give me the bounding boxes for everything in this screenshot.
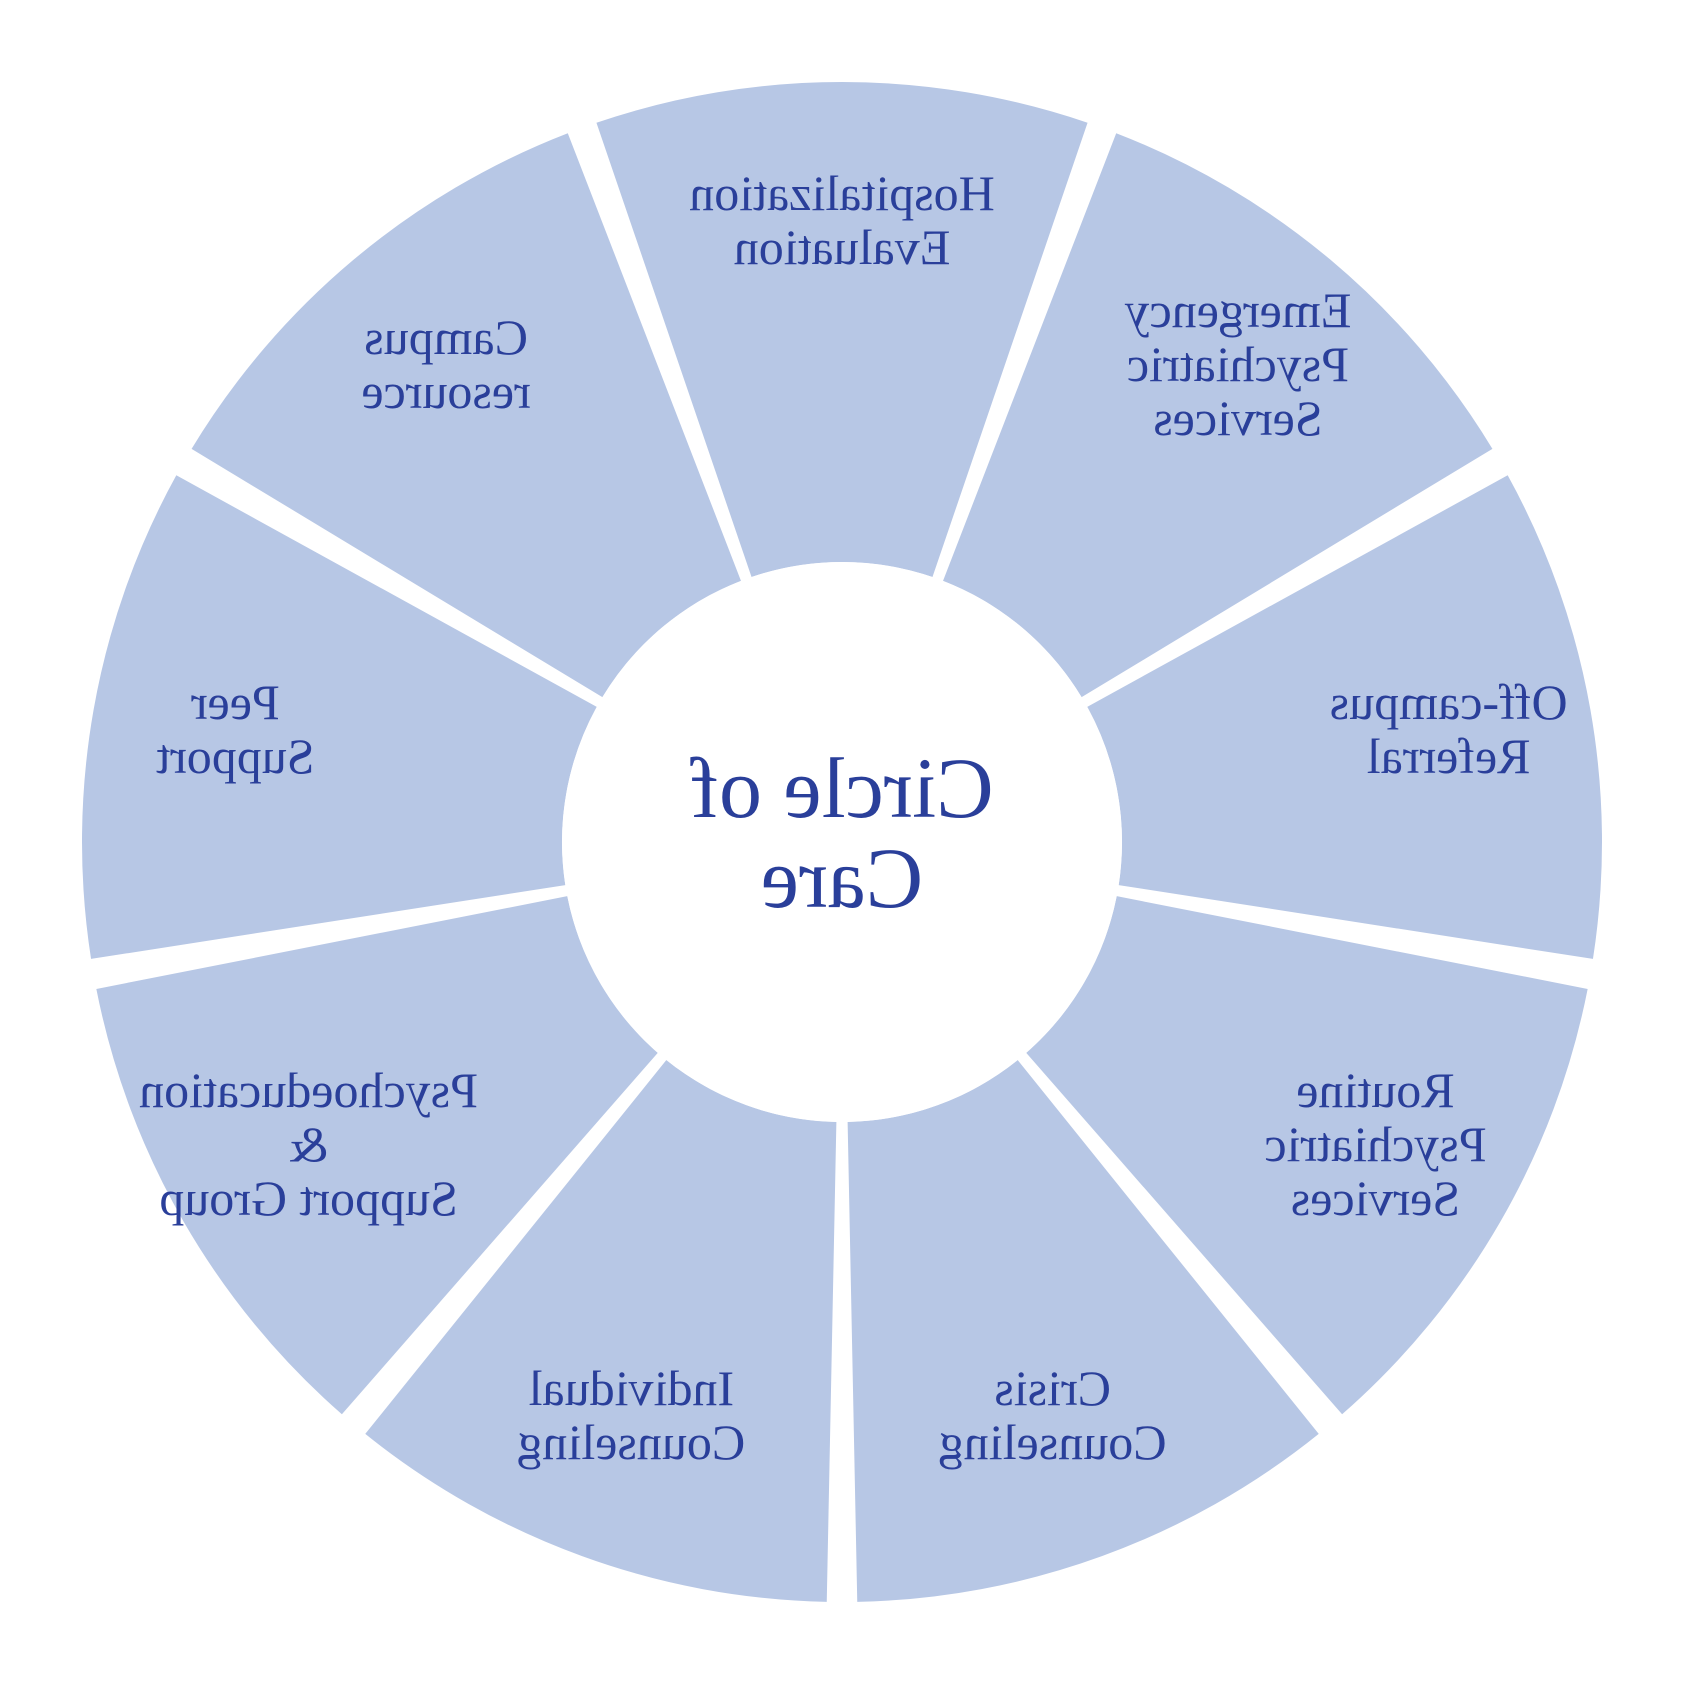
circle-of-care-diagram: CampusresourcePeerSupportPsychoeducation… [0,0,1684,1684]
segment-label: IndividualCounseling [517,1360,745,1470]
segment-label: Campusresource [361,310,530,420]
segment-label: EmergencyPsychiatricServices [1125,283,1352,447]
segment-label: RoutinePsychiatricServices [1264,1062,1486,1226]
segment-label: HospitalizationEvaluation [689,165,995,275]
